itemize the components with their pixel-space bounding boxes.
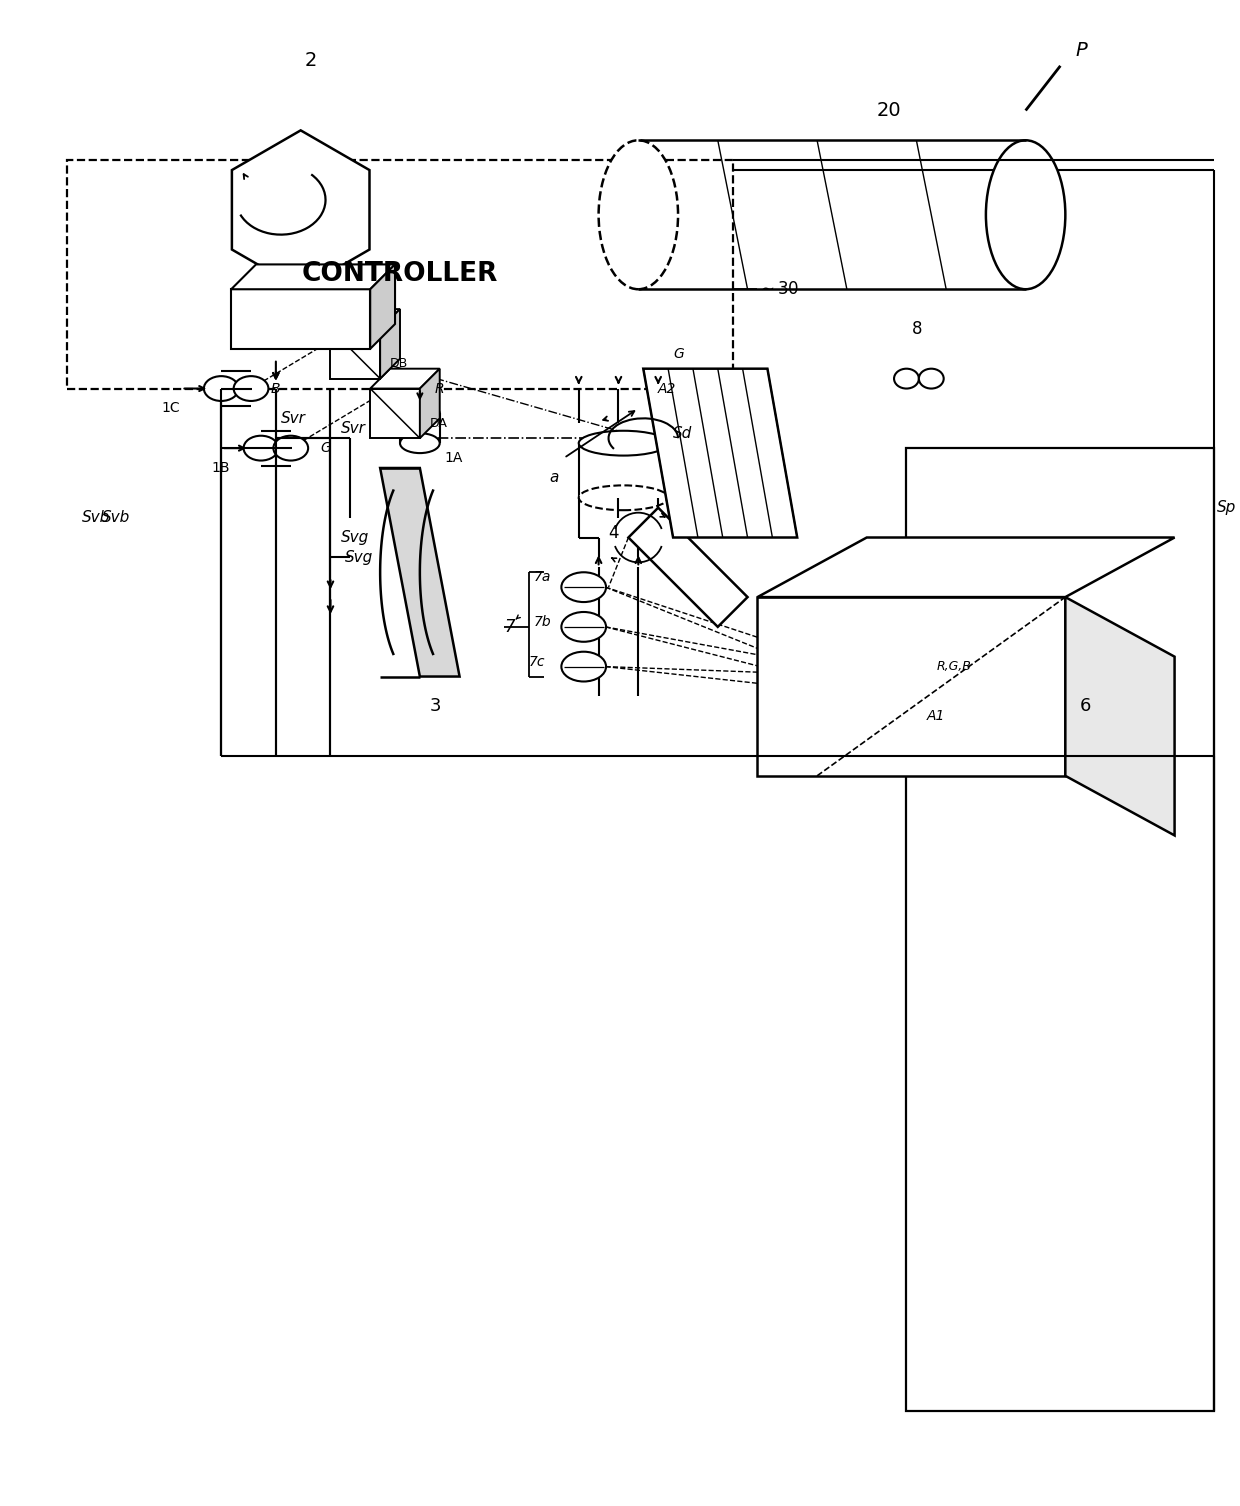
Text: 1C: 1C xyxy=(161,402,180,416)
Text: 2: 2 xyxy=(305,51,316,71)
Text: a: a xyxy=(549,470,558,485)
Ellipse shape xyxy=(562,572,606,602)
Text: 4: 4 xyxy=(609,524,619,542)
Text: 7: 7 xyxy=(505,617,515,636)
Ellipse shape xyxy=(243,435,278,461)
Text: A2: A2 xyxy=(658,381,677,396)
Polygon shape xyxy=(331,328,381,378)
Text: 8: 8 xyxy=(911,319,921,337)
Ellipse shape xyxy=(579,431,668,456)
Polygon shape xyxy=(420,369,440,438)
Text: 6: 6 xyxy=(1080,697,1091,715)
Text: 7c: 7c xyxy=(529,655,546,669)
Text: R: R xyxy=(435,381,444,396)
Polygon shape xyxy=(381,468,460,676)
Polygon shape xyxy=(231,265,396,289)
Text: 20: 20 xyxy=(877,101,901,120)
Text: 1A: 1A xyxy=(445,452,463,465)
Polygon shape xyxy=(381,309,401,378)
Ellipse shape xyxy=(203,376,238,401)
Text: A1: A1 xyxy=(926,709,945,723)
Polygon shape xyxy=(371,265,396,349)
Text: P: P xyxy=(1075,41,1087,60)
Text: Svg: Svg xyxy=(341,530,368,545)
Text: DA: DA xyxy=(430,417,448,429)
Ellipse shape xyxy=(233,376,268,401)
Ellipse shape xyxy=(562,652,606,682)
Ellipse shape xyxy=(986,140,1065,289)
Text: $\mathsf{\sim}$30: $\mathsf{\sim}$30 xyxy=(758,280,800,298)
Text: B: B xyxy=(270,381,280,396)
Text: Svg: Svg xyxy=(346,550,373,565)
Bar xyxy=(906,449,1214,1411)
Ellipse shape xyxy=(579,485,668,511)
Text: CONTROLLER: CONTROLLER xyxy=(301,262,498,288)
Text: 7b: 7b xyxy=(534,614,552,630)
Text: 1B: 1B xyxy=(211,461,229,474)
Polygon shape xyxy=(371,389,420,438)
Text: 3: 3 xyxy=(430,697,441,715)
Polygon shape xyxy=(1065,596,1174,836)
Text: Svb: Svb xyxy=(82,511,110,526)
Polygon shape xyxy=(371,369,440,389)
Text: G: G xyxy=(321,441,331,455)
Bar xyxy=(67,160,733,389)
Text: Svb: Svb xyxy=(102,511,130,526)
Bar xyxy=(231,289,371,349)
Ellipse shape xyxy=(401,404,440,423)
Polygon shape xyxy=(758,596,1065,776)
Text: R,G,B: R,G,B xyxy=(936,660,971,673)
Text: 7a: 7a xyxy=(534,571,552,584)
Bar xyxy=(579,443,668,498)
Text: Sd: Sd xyxy=(673,426,692,441)
Text: Svr: Svr xyxy=(341,420,366,435)
Polygon shape xyxy=(629,508,748,626)
Polygon shape xyxy=(331,309,401,328)
Polygon shape xyxy=(232,131,370,289)
Text: Svr: Svr xyxy=(280,411,306,426)
Polygon shape xyxy=(758,538,1174,596)
Polygon shape xyxy=(644,369,797,538)
Ellipse shape xyxy=(562,611,606,642)
Ellipse shape xyxy=(273,435,309,461)
Ellipse shape xyxy=(894,369,919,389)
Ellipse shape xyxy=(919,369,944,389)
Ellipse shape xyxy=(401,434,440,453)
Ellipse shape xyxy=(599,140,678,289)
Text: DB: DB xyxy=(391,357,408,370)
Text: G: G xyxy=(673,346,683,361)
Text: Sp: Sp xyxy=(1218,500,1236,515)
